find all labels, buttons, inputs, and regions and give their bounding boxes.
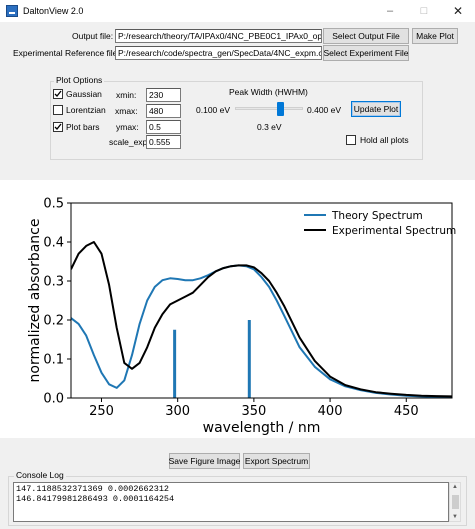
console-log-group [8, 476, 467, 526]
plot-frame [70, 202, 453, 399]
peak-width-title: Peak Width (HWHM) [229, 87, 308, 97]
peak-width-min-label: 0.100 eV [196, 105, 231, 115]
plot-canvas: 250 300 350 400 450 0.0 0.1 0.2 0.3 0.4 0.5 wavelen… [0, 180, 475, 438]
window-titlebar: DaltonView 2.0 – □ ✕ [0, 0, 475, 22]
peak-width-max-label: 0.400 eV [307, 105, 342, 115]
ymax-label: ymax: [116, 122, 139, 132]
experimental-spectrum-line [71, 241, 452, 398]
lorentzian-checkbox[interactable] [53, 105, 63, 115]
select-experiment-file-button[interactable]: Select Experiment File [323, 45, 409, 61]
close-button[interactable]: ✕ [452, 4, 464, 18]
y-tick-label: 0.1 [43, 353, 64, 368]
x-tick-label: 400 [318, 404, 343, 419]
update-plot-button[interactable]: Update Plot [351, 101, 401, 117]
y-tick-label: 0.0 [43, 392, 64, 407]
xmax-label: xmax: [115, 106, 138, 116]
legend-entry: Theory Spectrum [331, 210, 423, 222]
minimize-button[interactable]: – [386, 5, 394, 17]
output-file-input[interactable]: P:/research/theory/TA/IPAx0/4NC_PBE0C1_I… [115, 29, 322, 43]
save-figure-button[interactable]: Save Figure Image [169, 453, 240, 469]
scale-exp-input[interactable]: 0.555 [146, 135, 181, 149]
y-tick-label: 0.5 [43, 197, 64, 212]
window-title: DaltonView 2.0 [23, 6, 84, 16]
app-icon [6, 5, 18, 17]
console-line: 146.84179981286493 0.0001164254 [16, 494, 175, 504]
scale-exp-label: scale_exp: [109, 137, 150, 147]
ymax-input[interactable]: 0.5 [146, 120, 181, 134]
peak-width-slider-track[interactable] [235, 107, 303, 110]
xmin-label: xmin: [116, 90, 137, 100]
experimental-file-input[interactable]: P:/research/code/spectra_gen/SpecData/4N… [115, 46, 322, 60]
console-line: 147.1188532371369 0.0002662312 [16, 484, 170, 494]
legend-entry: Experimental Spectrum [332, 225, 456, 237]
gaussian-checkbox[interactable] [53, 89, 63, 99]
y-tick-label: 0.3 [43, 275, 64, 290]
make-plot-button[interactable]: Make Plot [412, 28, 458, 44]
window-controls: – □ ✕ [373, 0, 475, 22]
gaussian-label: Gaussian [66, 89, 102, 99]
checkmark-icon [54, 123, 62, 130]
x-tick-label: 300 [165, 404, 190, 419]
peak-width-slider-thumb[interactable] [276, 102, 284, 116]
checkmark-icon [54, 90, 62, 97]
maximize-button[interactable]: □ [420, 5, 428, 17]
scroll-down-arrow-icon[interactable]: ▼ [452, 514, 458, 520]
plot-options-title: Plot Options [54, 75, 105, 85]
console-scrollbar[interactable]: ▲ ▼ [449, 482, 461, 522]
x-axis-label: wavelength / nm [203, 420, 321, 436]
hold-all-plots-label: Hold all plots [360, 135, 409, 145]
experimental-file-label: Experimental Reference file: [13, 48, 120, 58]
scrollbar-thumb[interactable] [452, 495, 459, 509]
select-output-file-button[interactable]: Select Output File [323, 28, 409, 44]
x-tick-label: 350 [241, 404, 266, 419]
scroll-up-arrow-icon[interactable]: ▲ [452, 484, 458, 490]
lorentzian-label: Lorentzian [66, 105, 106, 115]
export-spectrum-button[interactable]: Export Spectrum [243, 453, 310, 469]
plot-bars-label: Plot bars [66, 122, 100, 132]
x-tick-label: 450 [394, 404, 419, 419]
y-axis-label: normalized absorbance [27, 219, 43, 383]
y-tick-label: 0.2 [43, 314, 64, 329]
spectrum-chart: 250 300 350 400 450 0.0 0.1 0.2 0.3 0.4 0.5 wavelen… [27, 197, 456, 437]
plot-bars-checkbox[interactable] [53, 122, 63, 132]
hold-all-plots-checkbox[interactable] [346, 135, 356, 145]
output-file-label: Output file: [72, 31, 114, 41]
console-log-text[interactable]: 147.1188532371369 0.0002662312 146.84179… [13, 482, 449, 522]
xmin-input[interactable]: 230 [146, 88, 181, 102]
xmax-input[interactable]: 480 [146, 104, 181, 118]
plot-options-group [50, 81, 423, 160]
y-tick-label: 0.4 [43, 236, 64, 251]
console-log-title: Console Log [14, 470, 66, 480]
theory-spectrum-line [71, 264, 452, 398]
peak-width-value: 0.3 eV [257, 122, 282, 132]
x-tick-label: 250 [89, 404, 114, 419]
